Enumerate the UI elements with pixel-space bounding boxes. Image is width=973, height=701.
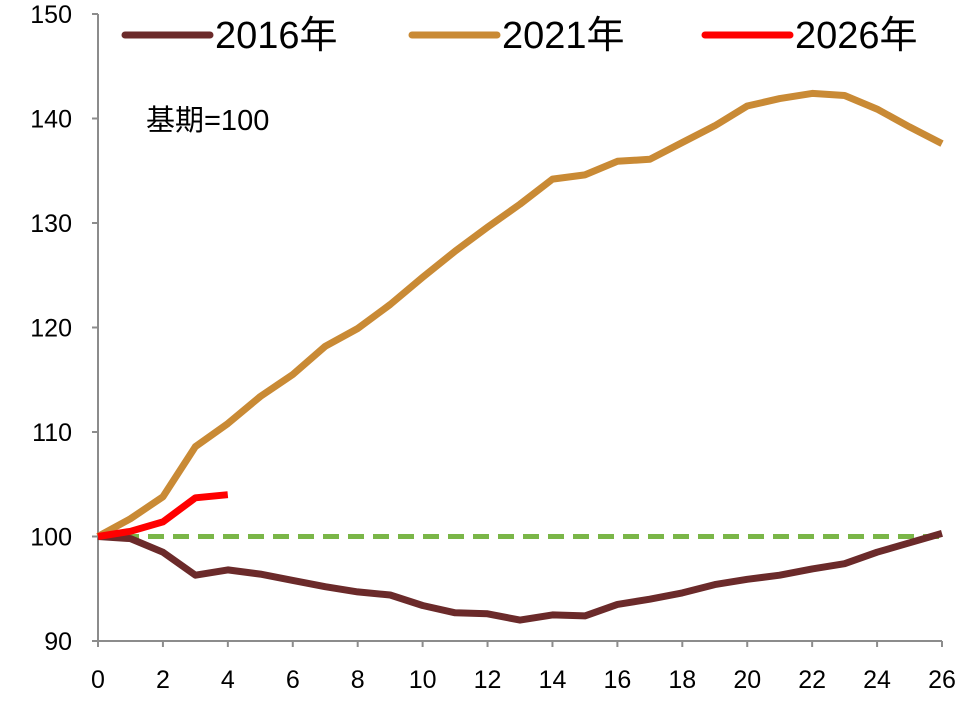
base-period-note: 基期=100 <box>146 104 269 137</box>
y-tick-label: 120 <box>30 315 72 343</box>
series-line-0 <box>97 530 943 624</box>
x-tick-label: 22 <box>798 666 826 694</box>
x-tick-label: 26 <box>928 666 956 694</box>
x-tick-label: 2 <box>156 666 170 694</box>
legend-label-1: 2021年 <box>502 15 625 57</box>
series-layer <box>96 89 944 624</box>
x-tick-label: 10 <box>409 666 437 694</box>
y-tick-label: 150 <box>30 1 72 29</box>
x-tick-label: 18 <box>668 666 696 694</box>
x-tick-label: 6 <box>286 666 300 694</box>
x-tick-label: 8 <box>351 666 365 694</box>
series-line-1 <box>96 89 944 540</box>
legend: 2016年 2021年 2026年 <box>121 15 918 57</box>
y-tick-label: 90 <box>44 628 72 656</box>
series-line-2 <box>97 491 229 540</box>
legend-label-2: 2026年 <box>795 15 918 57</box>
y-tick-label: 130 <box>30 210 72 238</box>
x-tick-label: 20 <box>733 666 761 694</box>
legend-label-0: 2016年 <box>215 15 338 57</box>
y-tick-label: 100 <box>30 524 72 552</box>
x-tick-label: 12 <box>474 666 502 694</box>
y-tick-label: 110 <box>32 419 72 447</box>
y-tick-label: 140 <box>30 106 72 134</box>
x-tick-label: 14 <box>539 666 567 694</box>
x-tick-label: 0 <box>91 666 105 694</box>
x-tick-label: 24 <box>863 666 891 694</box>
x-tick-label: 16 <box>603 666 631 694</box>
x-tick-label: 4 <box>221 666 235 694</box>
